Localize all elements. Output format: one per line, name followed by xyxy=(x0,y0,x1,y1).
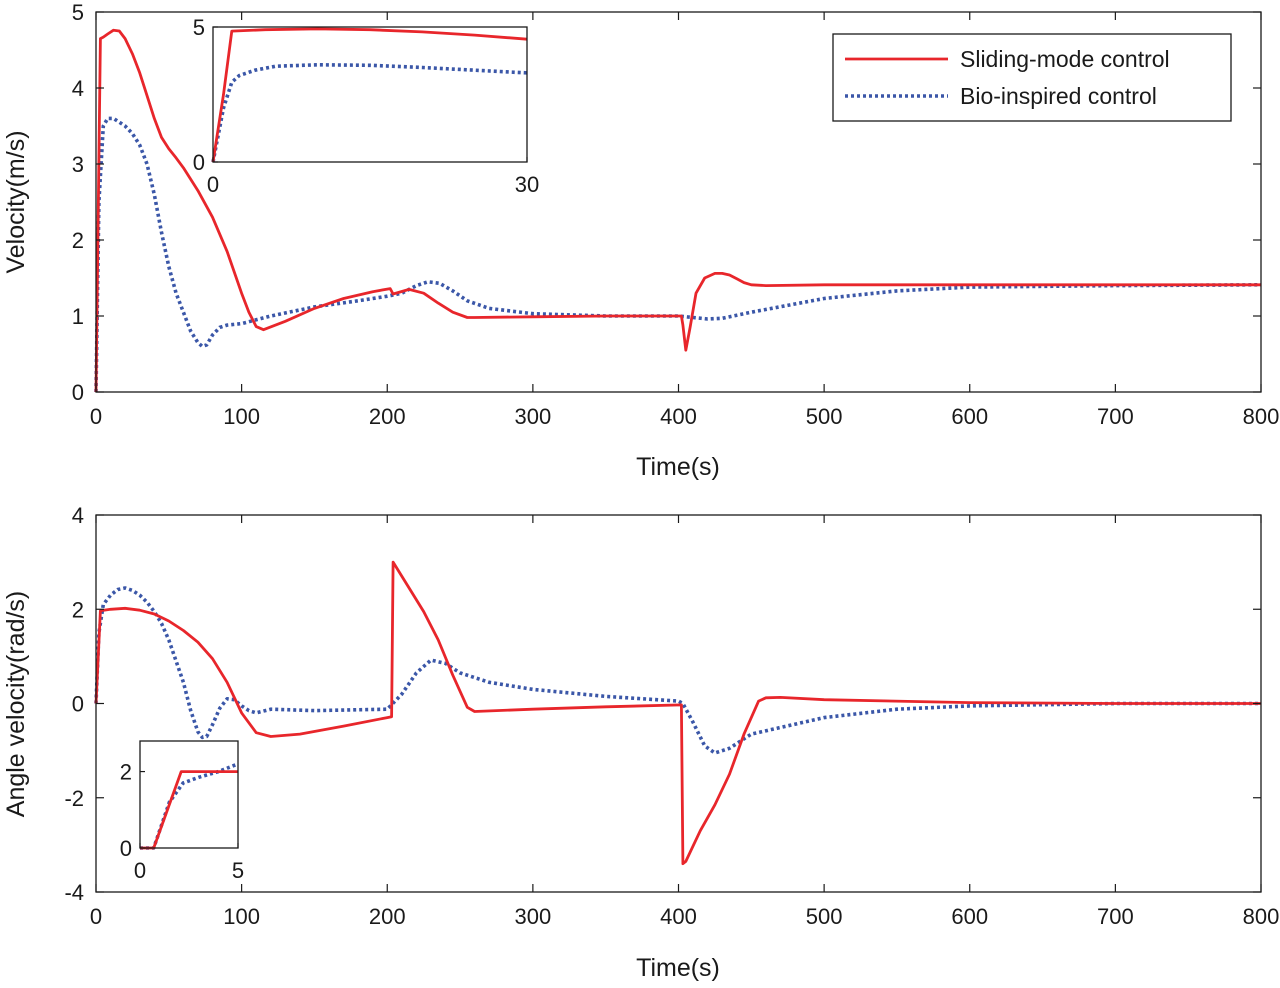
x-tick-label: 600 xyxy=(951,404,988,429)
y-tick-label: 2 xyxy=(72,228,84,253)
x-tick-label: 0 xyxy=(90,904,102,929)
x-tick-label: 100 xyxy=(223,904,260,929)
angle-velocity-inset-frame xyxy=(139,740,239,849)
angle-velocity-inset-ticks: 0 5 0 2 xyxy=(120,760,244,883)
velocity-inset-line-bio-inspired xyxy=(211,63,528,163)
x-tick-label: 800 xyxy=(1243,904,1280,929)
x-tick-label: 200 xyxy=(369,404,406,429)
y-tick-label: 4 xyxy=(72,503,84,528)
x-tick-label: 700 xyxy=(1097,404,1134,429)
x-tick-label: 300 xyxy=(515,404,552,429)
x-tick-label: 500 xyxy=(806,404,843,429)
y-tick-label: 3 xyxy=(72,152,84,177)
y-tick-label: 5 xyxy=(193,15,205,40)
x-tick-label: 5 xyxy=(232,858,244,883)
angle-velocity-inset: 0 5 0 2 xyxy=(120,740,244,883)
legend-label-bio-inspired: Bio-inspired control xyxy=(960,83,1157,109)
velocity-series xyxy=(94,28,1262,393)
velocity-inset-series xyxy=(211,27,528,163)
x-tick-label: 200 xyxy=(369,904,406,929)
x-tick-label: 300 xyxy=(515,904,552,929)
angle-velocity-y-axis-label: Angle velocity(rad/s) xyxy=(2,591,30,817)
velocity-inset-line-sliding-mode xyxy=(211,27,528,163)
x-tick-label: 30 xyxy=(515,172,539,197)
legend-box xyxy=(832,33,1232,122)
y-tick-label: 0 xyxy=(193,150,205,175)
y-tick-label: 0 xyxy=(120,836,132,861)
y-tick-label: 1 xyxy=(72,304,84,329)
angle-velocity-line-bio-inspired xyxy=(94,586,1261,755)
x-tick-label: 400 xyxy=(660,904,697,929)
angle-velocity-inset-background xyxy=(140,741,238,848)
angle-velocity-line-sliding-mode xyxy=(94,560,1261,866)
y-tick-label: 5 xyxy=(72,0,84,25)
velocity-inset-background xyxy=(213,27,527,162)
velocity-inset-frame xyxy=(212,26,528,163)
velocity-x-axis-label: Time(s) xyxy=(636,453,720,481)
x-tick-label: 600 xyxy=(951,904,988,929)
y-tick-label: 2 xyxy=(120,760,132,785)
velocity-line-sliding-mode xyxy=(94,28,1261,393)
x-tick-label: 0 xyxy=(207,172,219,197)
x-tick-label: 800 xyxy=(1243,404,1280,429)
x-tick-label: 0 xyxy=(90,404,102,429)
x-tick-label: 0 xyxy=(134,858,146,883)
y-tick-label: -2 xyxy=(64,786,84,811)
x-tick-label: 400 xyxy=(660,404,697,429)
y-tick-label: 2 xyxy=(72,597,84,622)
x-tick-label: 700 xyxy=(1097,904,1134,929)
velocity-inset-ticks: 0 30 0 5 xyxy=(193,15,539,197)
legend-label-sliding-mode: Sliding-mode control xyxy=(960,46,1170,72)
y-tick-label: 0 xyxy=(72,380,84,405)
velocity-y-axis-label: Velocity(m/s) xyxy=(2,130,30,273)
angle-velocity-series xyxy=(94,560,1261,866)
y-tick-label: -4 xyxy=(64,880,84,905)
y-tick-label: 0 xyxy=(72,692,84,717)
angle-velocity-x-axis-label: Time(s) xyxy=(636,954,720,982)
legend: Sliding-mode control Bio-inspired contro… xyxy=(832,33,1232,122)
velocity-line-bio-inspired xyxy=(94,116,1262,393)
y-tick-label: 4 xyxy=(72,76,84,101)
x-tick-label: 100 xyxy=(223,404,260,429)
velocity-inset: 0 30 0 5 xyxy=(193,15,539,197)
x-tick-label: 500 xyxy=(806,904,843,929)
